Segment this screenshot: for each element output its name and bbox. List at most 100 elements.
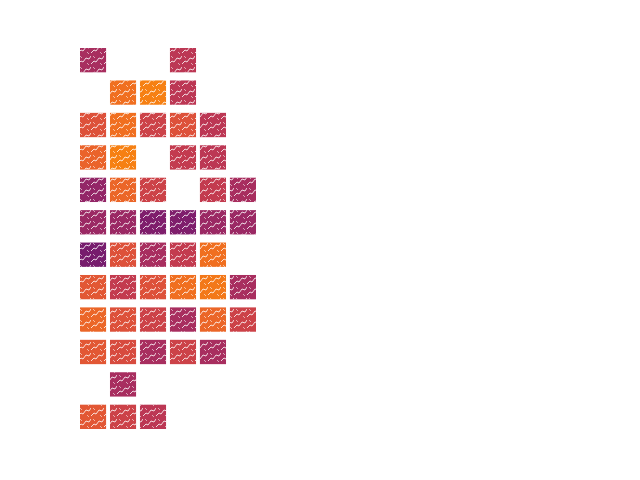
cell [80,178,106,202]
cell-texture [200,178,226,202]
chart [0,0,640,480]
cell [200,113,226,137]
cell-texture [110,307,136,331]
cell [170,145,196,169]
tile [170,307,196,331]
tile [170,80,196,104]
cell [110,145,136,169]
cell [200,145,226,169]
tile [140,178,166,202]
cell-texture [170,275,196,299]
cell [230,307,256,331]
tile [200,145,226,169]
cell-texture [80,145,106,169]
cell [140,80,166,104]
cell-texture [140,210,166,234]
cell-texture [200,275,226,299]
tile [110,340,136,364]
cell-texture [170,48,196,72]
cell [80,405,106,429]
tile [200,275,226,299]
tile [230,275,256,299]
cell-texture [110,178,136,202]
cell-texture [80,178,106,202]
cell-texture [170,145,196,169]
tile [170,340,196,364]
cell [110,275,136,299]
tile [110,145,136,169]
cell-texture [110,340,136,364]
cell-texture [230,275,256,299]
cell-texture [110,210,136,234]
tile [140,210,166,234]
cell [230,210,256,234]
tile [200,340,226,364]
tile [230,307,256,331]
cell-texture [140,243,166,267]
cell-texture [140,307,166,331]
tile [110,113,136,137]
cell [140,275,166,299]
cell-texture [110,243,136,267]
cell [200,307,226,331]
cell [80,210,106,234]
tile [80,210,106,234]
tile [80,243,106,267]
cell [80,48,106,72]
tile [80,48,106,72]
tile [170,113,196,137]
cell [170,340,196,364]
tile [80,275,106,299]
tile [80,307,106,331]
cell [170,307,196,331]
cell [110,80,136,104]
cells [80,48,256,429]
tile [200,243,226,267]
tile [140,275,166,299]
cell [200,275,226,299]
tile [80,178,106,202]
tile [230,210,256,234]
cell-texture [110,405,136,429]
cell-texture [140,340,166,364]
tile [170,275,196,299]
cell [200,340,226,364]
cell [170,210,196,234]
tile [110,243,136,267]
cell-texture [140,178,166,202]
cell [200,178,226,202]
cell-texture [230,178,256,202]
cell [140,178,166,202]
tile [230,178,256,202]
tile [110,178,136,202]
tile [140,113,166,137]
cell [230,275,256,299]
tile [200,307,226,331]
tile [110,405,136,429]
cell [230,178,256,202]
cell-texture [80,307,106,331]
tile [110,210,136,234]
cell [170,48,196,72]
tile [140,405,166,429]
cell-texture [230,210,256,234]
tile [140,243,166,267]
cell [110,243,136,267]
tile [80,145,106,169]
tile [80,340,106,364]
cell [170,80,196,104]
cell-texture [170,307,196,331]
cell [110,340,136,364]
cell [140,405,166,429]
cell [140,307,166,331]
cell [200,210,226,234]
tile [200,210,226,234]
tile [80,405,106,429]
tile [170,243,196,267]
cell [140,340,166,364]
cell [140,243,166,267]
cell-texture [140,405,166,429]
cell-texture [80,48,106,72]
cell [110,405,136,429]
cell [80,340,106,364]
